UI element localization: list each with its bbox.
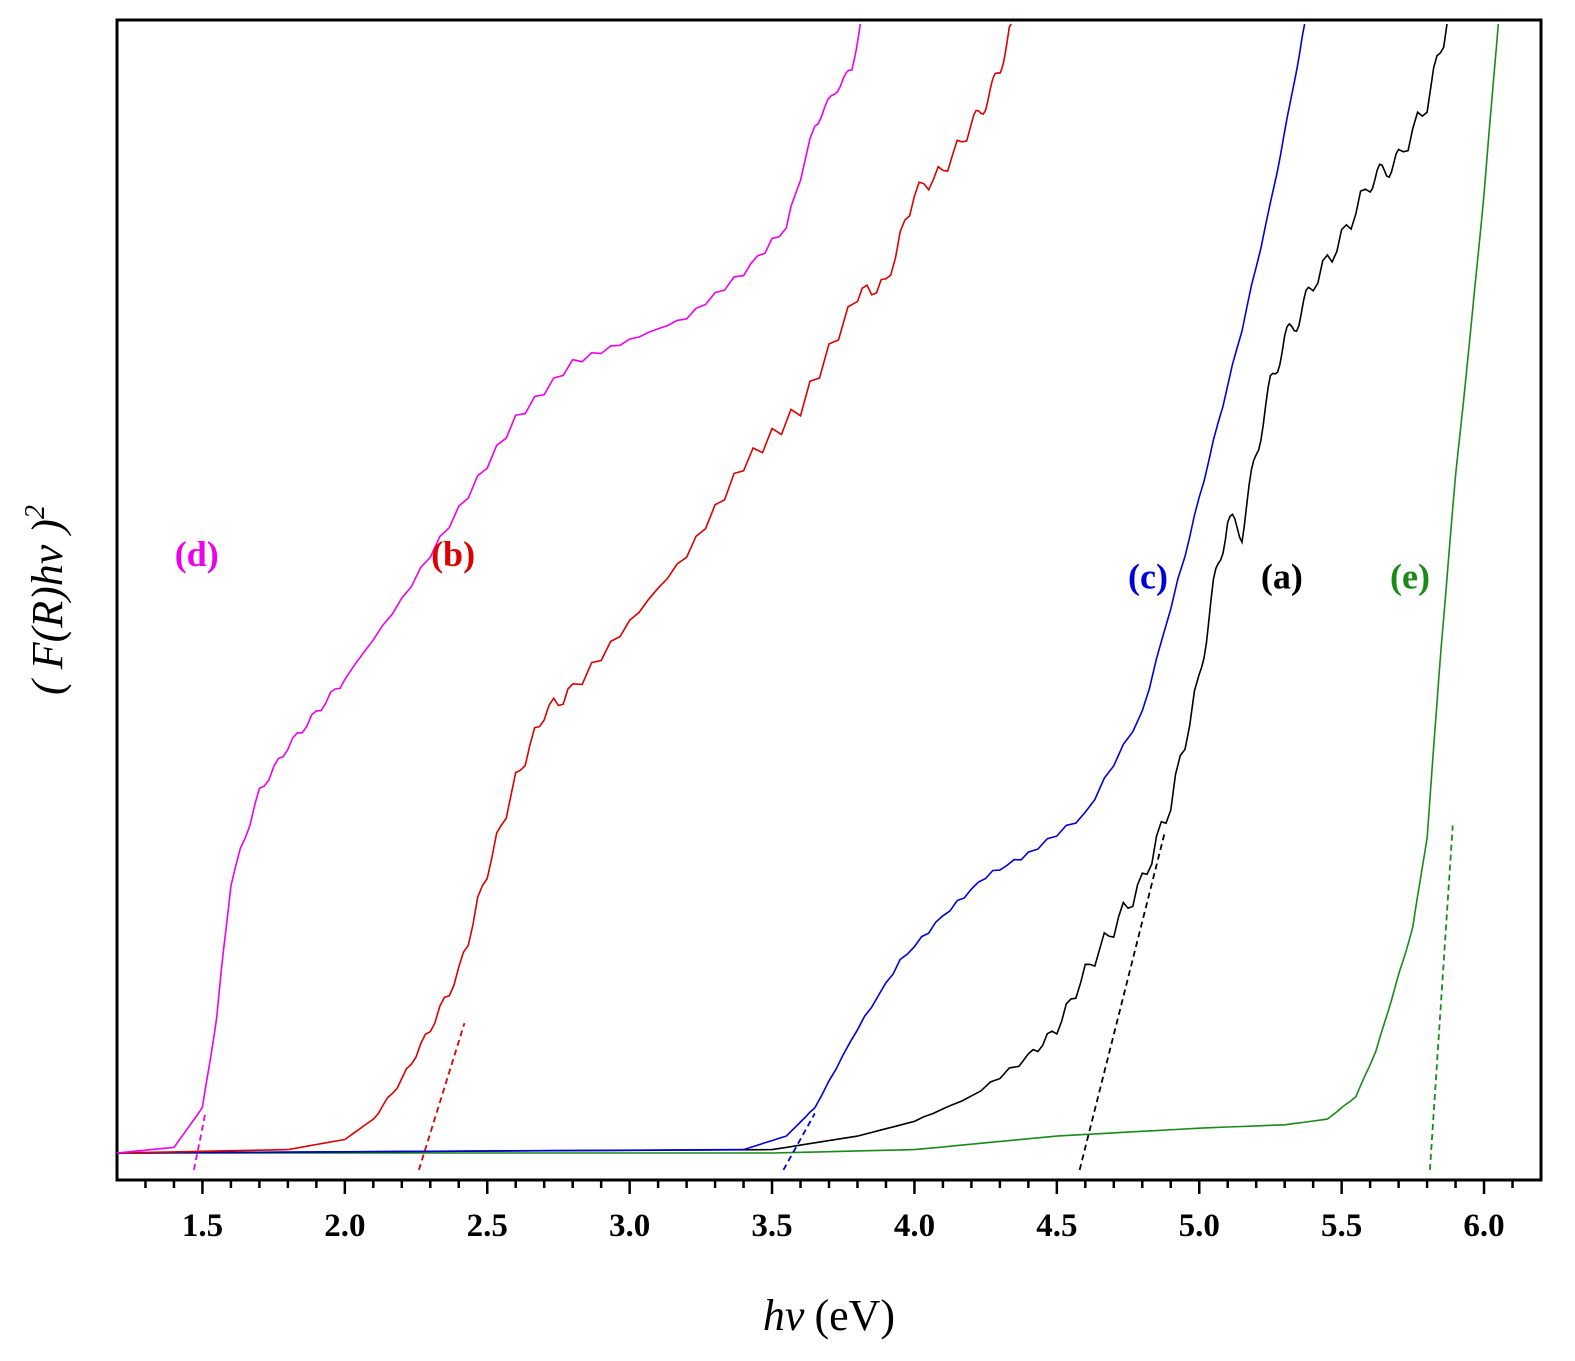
- y-axis-title: ( F(R)hν )2: [20, 505, 72, 695]
- x-axis-title: hν (eV): [763, 1291, 895, 1340]
- y-axis-title-text: ( F(R)hν ): [23, 519, 72, 695]
- x-tick-label: 6.0: [1463, 1208, 1504, 1244]
- x-tick-label: 1.5: [182, 1208, 223, 1244]
- x-tick-label: 2.0: [324, 1208, 365, 1244]
- x-tick-label: 5.0: [1179, 1208, 1220, 1244]
- x-tick-label: 5.5: [1321, 1208, 1362, 1244]
- x-axis-title-symbol: hν: [763, 1291, 805, 1340]
- series-line-b: [117, 23, 1012, 1154]
- series-label-d: (d): [175, 534, 219, 574]
- y-axis-title-superscript: 2: [20, 505, 51, 519]
- x-tick-label: 3.0: [609, 1208, 650, 1244]
- x-tick-label: 4.0: [894, 1208, 935, 1244]
- series-line-a: [117, 23, 1448, 1154]
- series-line-c: [117, 23, 1306, 1154]
- series-label-b: (b): [431, 534, 475, 574]
- series-label-c: (c): [1128, 557, 1168, 597]
- bandgap-fit-line-d: [193, 1113, 207, 1171]
- x-tick-label: 4.5: [1036, 1208, 1077, 1244]
- series-label-e: (e): [1390, 557, 1430, 597]
- bandgap-fit-line-c: [782, 1113, 816, 1171]
- bandgap-fit-line-e: [1429, 825, 1454, 1170]
- x-tick-label: 3.5: [751, 1208, 792, 1244]
- x-tick-label: 2.5: [467, 1208, 508, 1244]
- bandgap-fit-line-a: [1078, 831, 1166, 1171]
- x-axis-title-unit: (eV): [814, 1291, 895, 1340]
- series-line-d: [117, 23, 862, 1154]
- bandgap-fit-line-b: [418, 1022, 466, 1171]
- series-label-a: (a): [1261, 557, 1303, 597]
- series-line-e: [117, 23, 1500, 1154]
- plot-frame: [115, 18, 1543, 1182]
